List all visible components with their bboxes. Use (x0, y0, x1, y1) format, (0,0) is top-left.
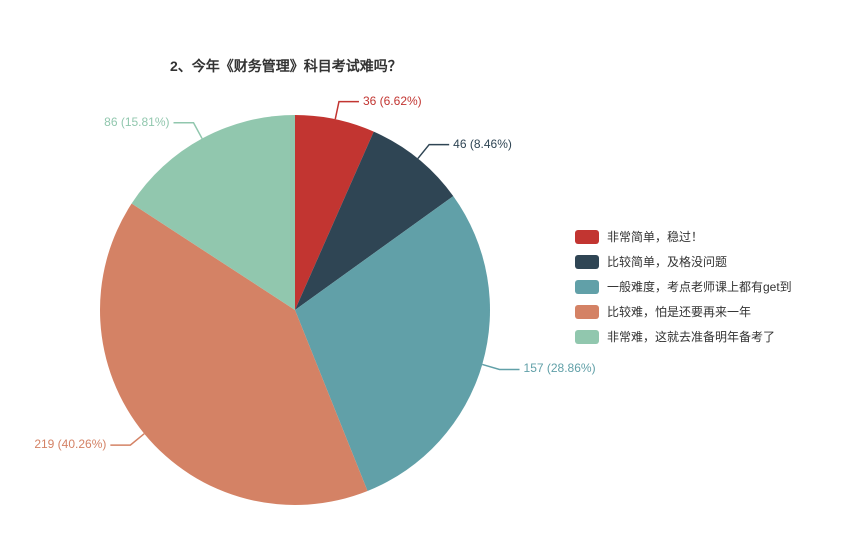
legend-swatch (575, 255, 599, 269)
slice-label: 86 (15.81%) (104, 115, 169, 129)
legend-label: 比较简单，及格没问题 (607, 253, 727, 270)
legend-swatch (575, 330, 599, 344)
slice-label: 46 (8.46%) (453, 137, 512, 151)
legend-swatch (575, 230, 599, 244)
slice-leader-line (110, 434, 144, 445)
legend: 非常简单，稳过！ 比较简单，及格没问题一般难度，考点老师课上都有get到比较难，怕… (575, 228, 792, 353)
legend-item[interactable]: 比较简单，及格没问题 (575, 253, 792, 270)
slice-label: 157 (28.86%) (524, 361, 596, 375)
legend-label: 非常简单，稳过！ (607, 228, 703, 245)
legend-item[interactable]: 一般难度，考点老师课上都有get到 (575, 278, 792, 295)
legend-label: 非常难，这就去准备明年备考了 (607, 328, 775, 345)
slice-label: 36 (6.62%) (363, 94, 422, 108)
legend-swatch (575, 305, 599, 319)
legend-label: 一般难度，考点老师课上都有get到 (607, 278, 792, 295)
slice-leader-line (335, 102, 359, 120)
legend-item[interactable]: 非常难，这就去准备明年备考了 (575, 328, 792, 345)
legend-label: 比较难，怕是还要再来一年 (607, 303, 751, 320)
slice-leader-line (482, 364, 519, 369)
slice-leader-line (418, 145, 449, 159)
legend-item[interactable]: 比较难，怕是还要再来一年 (575, 303, 792, 320)
slice-label: 219 (40.26%) (34, 437, 106, 451)
legend-item[interactable]: 非常简单，稳过！ (575, 228, 792, 245)
legend-swatch (575, 280, 599, 294)
slice-leader-line (174, 123, 203, 139)
pie-chart-container: 2、今年《财务管理》科目考试难吗？ 非常简单，稳过！比较简单，及格没问题一般难度… (0, 0, 850, 554)
